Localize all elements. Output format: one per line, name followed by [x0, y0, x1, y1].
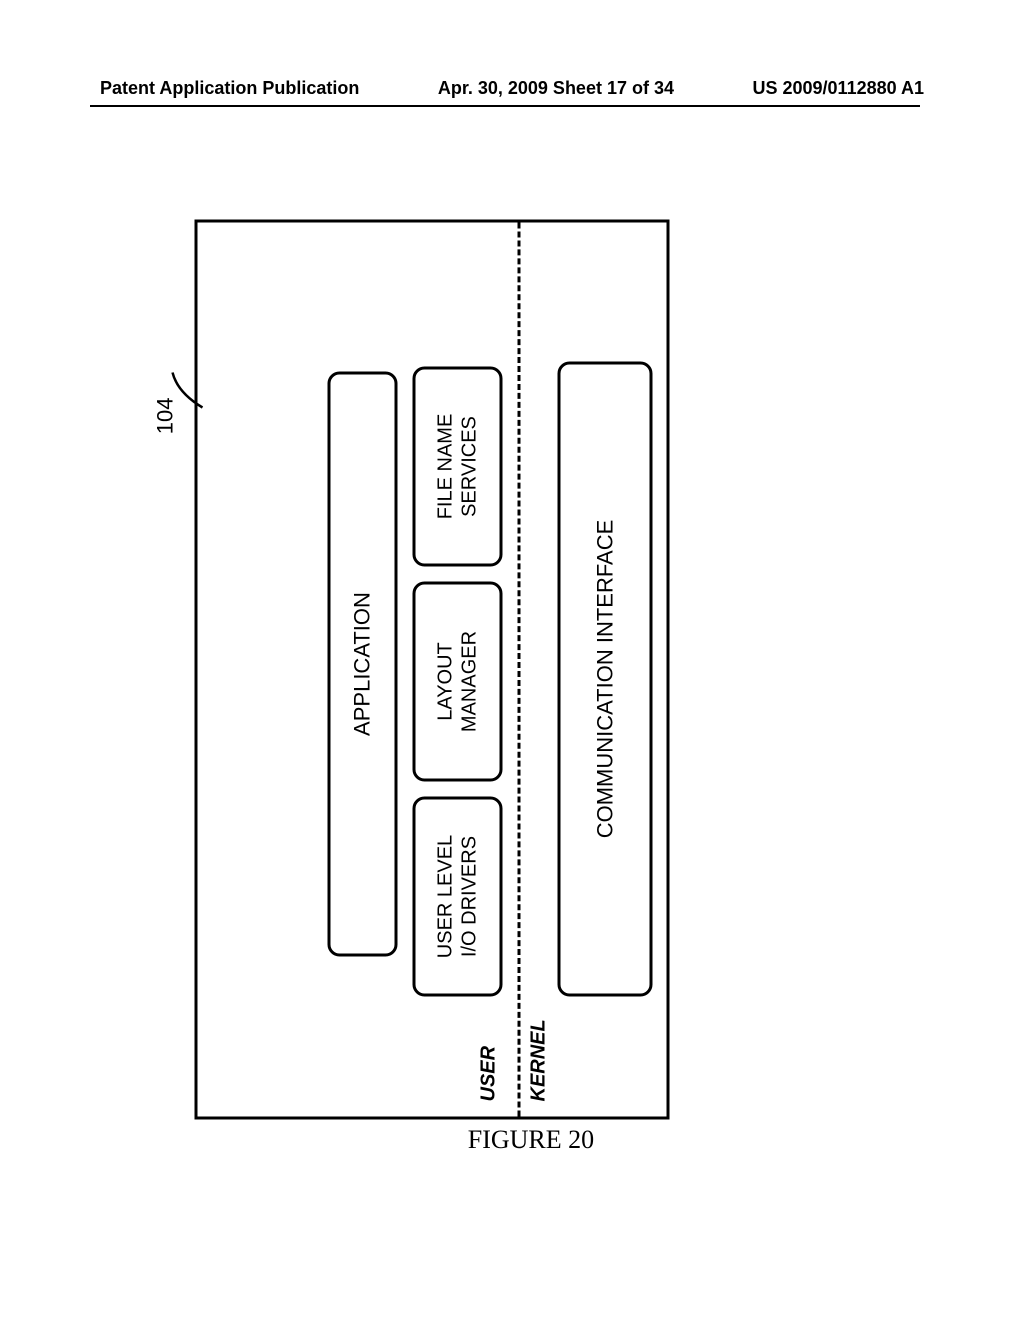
file-services-box: FILE NAME SERVICES	[413, 367, 503, 567]
header-rule	[90, 105, 920, 107]
header-right: US 2009/0112880 A1	[753, 78, 924, 99]
header-center: Apr. 30, 2009 Sheet 17 of 34	[438, 78, 674, 99]
user-label: USER	[478, 1046, 501, 1102]
application-box: APPLICATION	[328, 372, 398, 957]
main-diagram-box: 104 APPLICATION USER LEVEL I/O DRIVERS L…	[195, 220, 670, 1120]
page-header: Patent Application Publication Apr. 30, …	[0, 78, 1024, 99]
figure-caption: FIGURE 20	[468, 1125, 594, 1155]
io-drivers-box: USER LEVEL I/O DRIVERS	[413, 797, 503, 997]
header-left: Patent Application Publication	[100, 78, 359, 99]
file-services-label: FILE NAME SERVICES	[434, 414, 482, 520]
middle-row: USER LEVEL I/O DRIVERS LAYOUT MANAGER FI…	[413, 337, 503, 997]
diagram-container: 104 APPLICATION USER LEVEL I/O DRIVERS L…	[0, 433, 883, 908]
layout-manager-box: LAYOUT MANAGER	[413, 582, 503, 782]
user-kernel-divider	[518, 223, 521, 1117]
communication-interface-box: COMMUNICATION INTERFACE	[558, 362, 653, 997]
reference-line-icon	[168, 363, 208, 413]
kernel-label: KERNEL	[528, 1019, 551, 1101]
io-drivers-label: USER LEVEL I/O DRIVERS	[434, 835, 482, 958]
comm-interface-label: COMMUNICATION INTERFACE	[592, 520, 618, 839]
layout-manager-label: LAYOUT MANAGER	[434, 631, 482, 732]
application-label: APPLICATION	[350, 592, 376, 736]
